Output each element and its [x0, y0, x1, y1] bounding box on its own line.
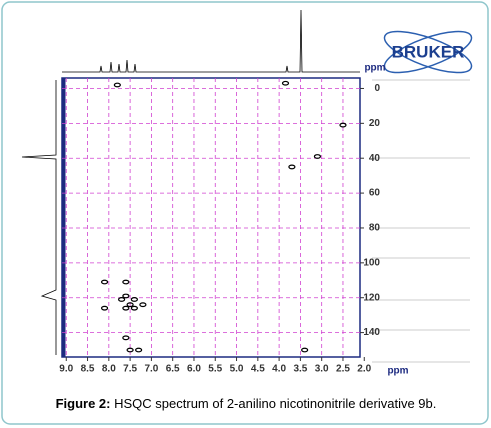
caption-text: HSQC spectrum of 2-anilino nicotinonitri…	[114, 396, 436, 411]
top-projection	[62, 9, 360, 73]
peak	[100, 279, 109, 285]
peak	[122, 305, 130, 311]
y-tick-label: 20	[369, 118, 381, 129]
x-tick-label: 8.0	[102, 364, 116, 375]
x-tick-label: 2.0	[357, 364, 371, 375]
logo-orbit	[383, 30, 473, 74]
parameter-panel	[372, 79, 470, 363]
caption: Figure 2: HSQC spectrum of 2-anilino nic…	[56, 396, 437, 411]
peak	[122, 335, 130, 341]
logo-orbit	[383, 30, 473, 74]
peak	[139, 302, 147, 308]
caption-label: Figure 2:	[56, 396, 111, 411]
peak	[130, 305, 138, 311]
peak	[100, 305, 109, 311]
x-tick-label: 2.5	[336, 364, 350, 375]
x-tick-label: 9.0	[59, 364, 73, 375]
left-projection	[21, 80, 57, 355]
logo: BRUKER	[383, 30, 473, 74]
plot-area	[61, 77, 361, 358]
peak	[301, 347, 309, 353]
x-tick-label: 6.5	[166, 364, 180, 375]
logo-text: BRUKER	[392, 42, 465, 61]
y-tick-label: 0	[374, 83, 380, 94]
peak	[126, 347, 134, 353]
x-tick-label: 5.5	[208, 364, 222, 375]
y-tick-label: 120	[363, 292, 380, 303]
peak	[113, 82, 121, 88]
peak	[288, 164, 296, 170]
y-tick-label: 40	[369, 153, 381, 164]
y-axis-label: ppm	[364, 63, 385, 74]
peak	[135, 347, 143, 353]
peak	[313, 154, 322, 159]
peak	[117, 297, 126, 302]
x-tick-label: 7.0	[144, 364, 158, 375]
x-tick-label: 5.0	[230, 364, 244, 375]
x-tick-label: 7.5	[123, 364, 137, 375]
peak	[281, 80, 290, 86]
x-axis-label: ppm	[387, 366, 408, 377]
y-tick-label: 80	[369, 223, 381, 234]
peak	[339, 122, 347, 128]
x-tick-label: 8.5	[81, 364, 95, 375]
peak	[126, 302, 134, 308]
y-tick-label: 100	[363, 257, 380, 268]
peak	[130, 297, 138, 302]
y-tick-label: 140	[363, 327, 380, 338]
x-tick-label: 3.5	[293, 364, 307, 375]
x-tick-label: 3.0	[315, 364, 329, 375]
x-tick-label: 4.5	[251, 364, 265, 375]
peak	[122, 293, 130, 299]
projections	[21, 9, 360, 355]
x-tick-label: 4.0	[272, 364, 286, 375]
y-tick-label: 60	[369, 188, 381, 199]
peak	[122, 279, 130, 285]
x-tick-label: 6.0	[187, 364, 201, 375]
